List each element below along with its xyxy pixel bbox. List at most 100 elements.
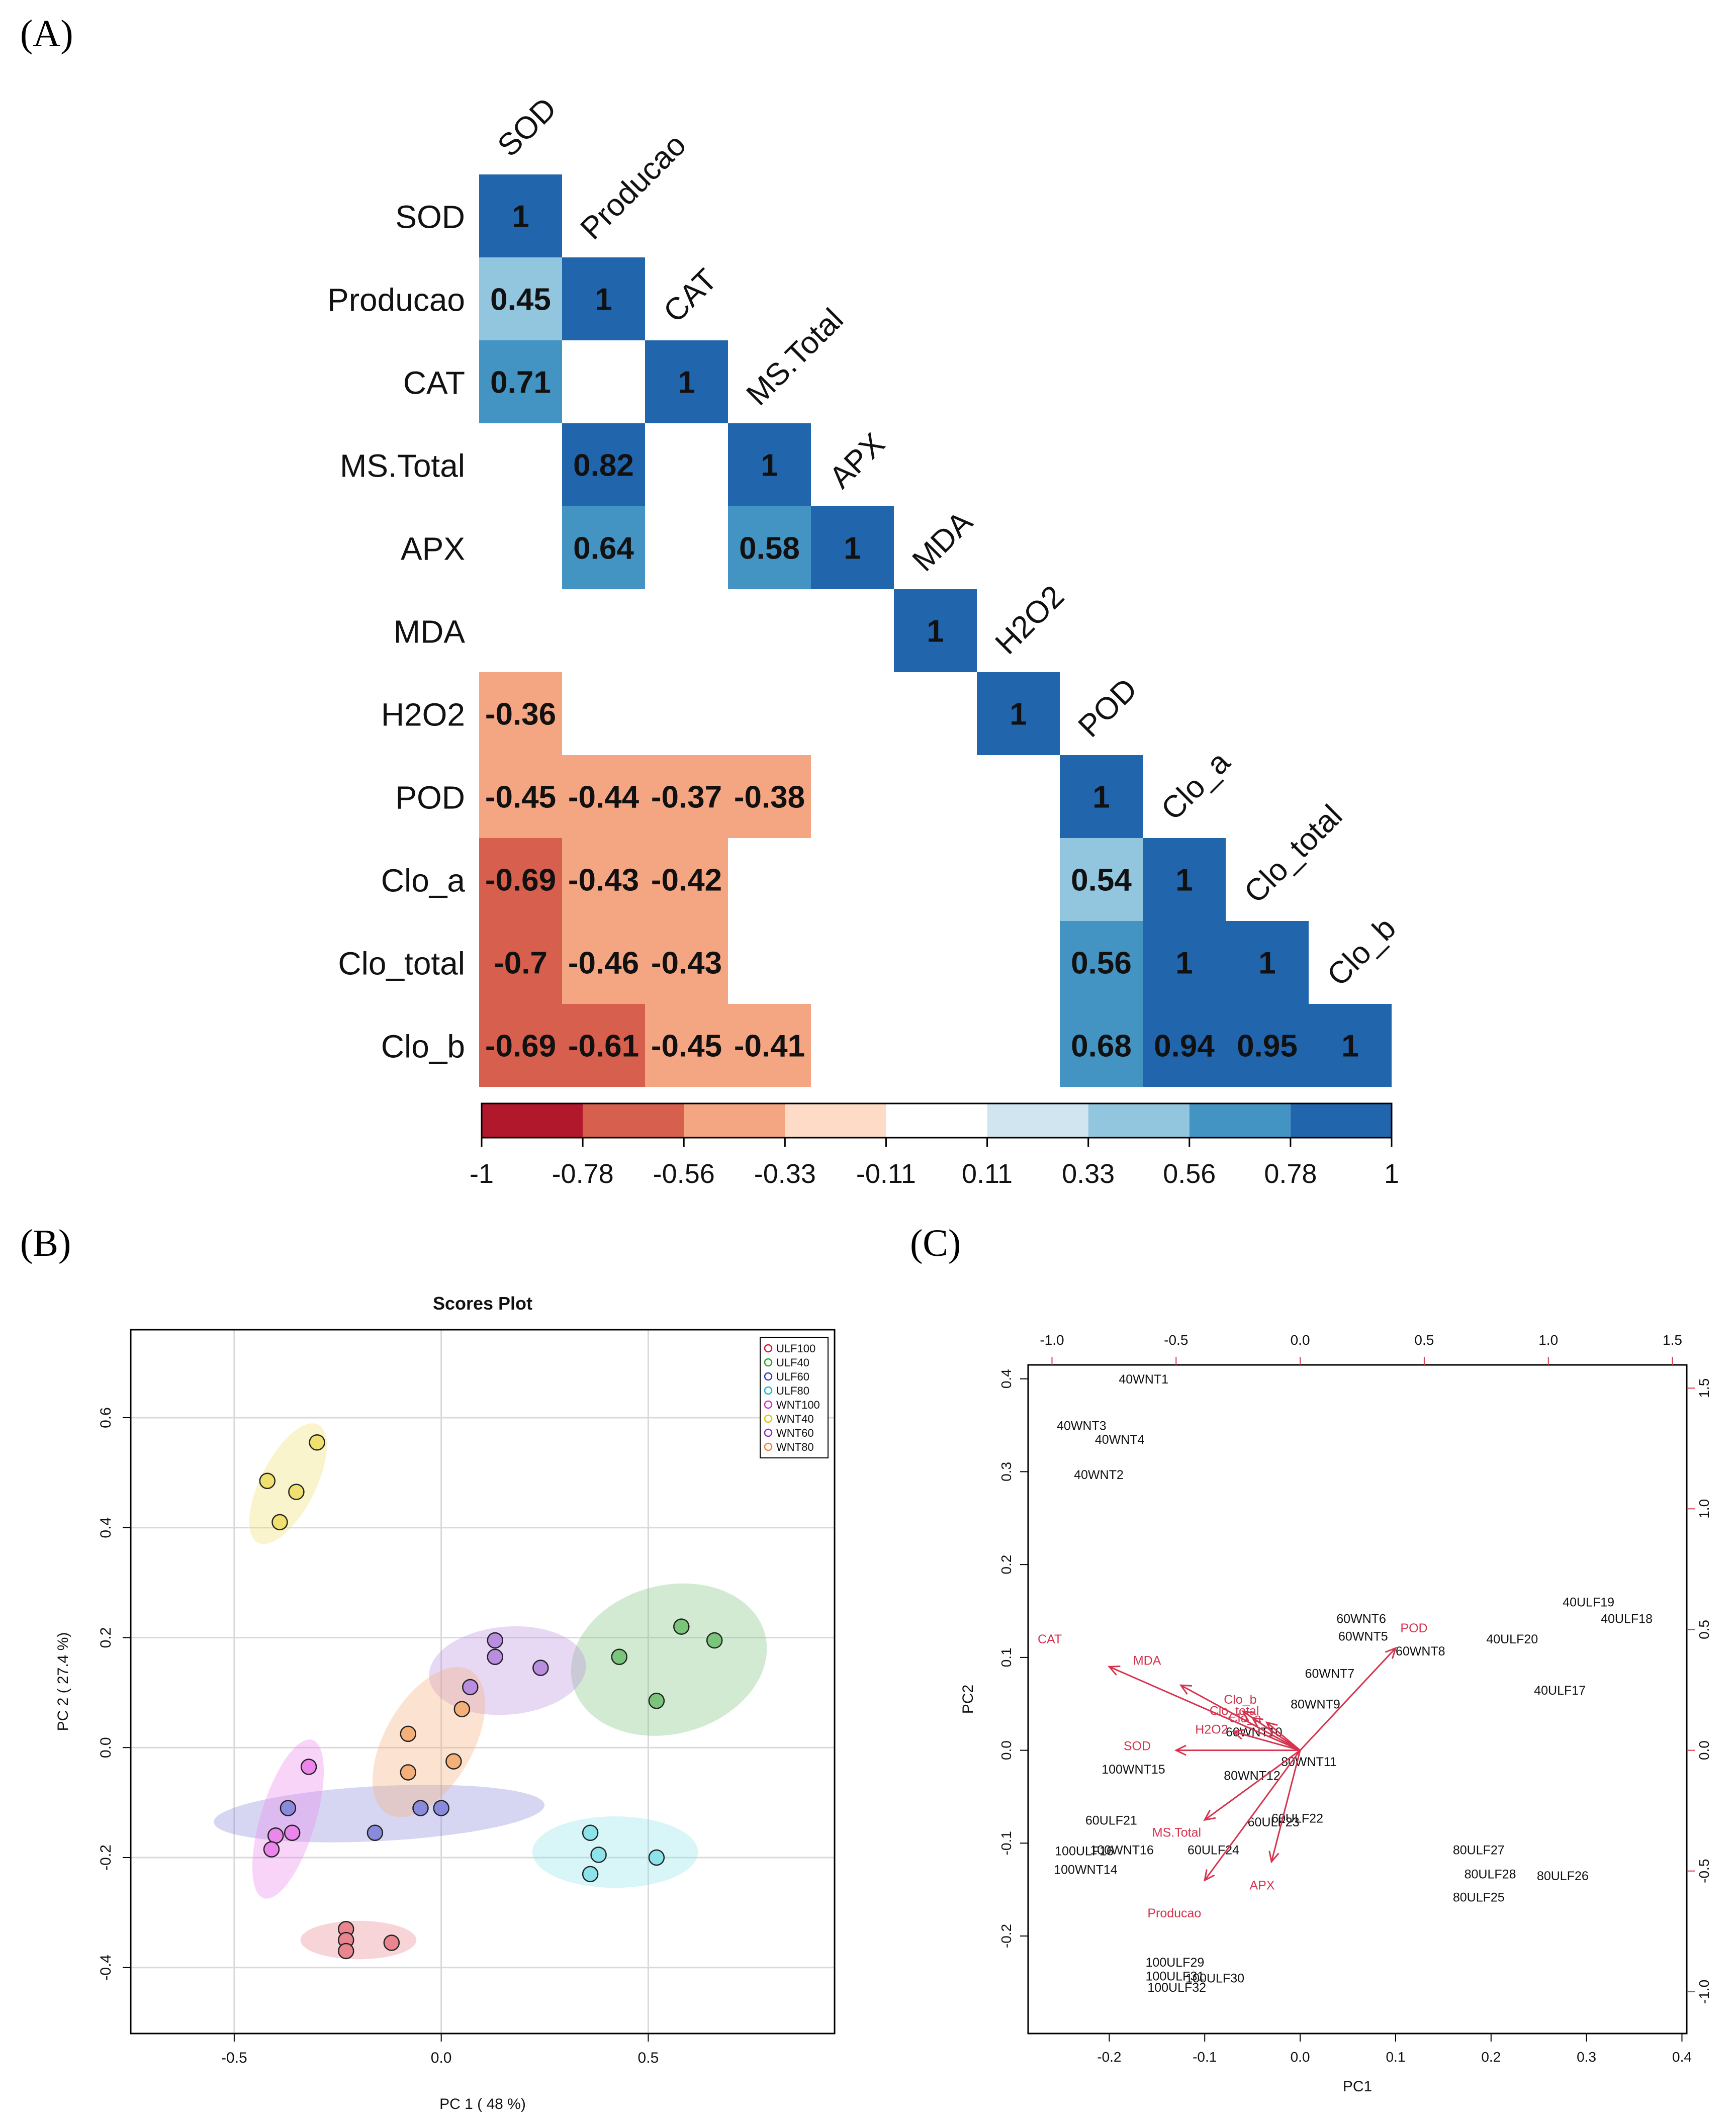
sample-label: 100WNT16 — [1090, 1843, 1153, 1857]
heatmap-cell-value: 1 — [1341, 1029, 1358, 1064]
row-label: Clo_total — [338, 946, 465, 982]
score-point — [487, 1632, 503, 1649]
colorbar-tick-label: -0.11 — [856, 1159, 916, 1189]
heatmap-cell-value: -0.46 — [568, 946, 639, 981]
sample-label: 60ULF23 — [1248, 1815, 1300, 1829]
top-tick-label: -0.5 — [1164, 1332, 1188, 1348]
heatmap-cell — [728, 423, 811, 506]
panel-label-c: (C) — [910, 1222, 961, 1264]
colorbar-segment — [785, 1103, 886, 1138]
heatmap-cell-value: 0.71 — [490, 365, 551, 400]
x-tick-label: 0.2 — [1481, 2049, 1501, 2065]
top-tick-label: 1.5 — [1663, 1332, 1682, 1348]
row-label: APX — [401, 531, 465, 567]
loading-arrowhead — [1265, 1721, 1278, 1733]
heatmap-cell — [562, 423, 645, 506]
top-tick-label: 1.0 — [1538, 1332, 1558, 1348]
top-tick-label: 0.5 — [1414, 1332, 1434, 1348]
score-point — [412, 1800, 429, 1816]
plot-frame — [1027, 1364, 1688, 2035]
sample-label: 80ULF27 — [1453, 1843, 1505, 1857]
score-point — [280, 1800, 297, 1816]
y-tick-label: 0.6 — [98, 1407, 114, 1428]
row-label: SOD — [395, 199, 465, 235]
sample-label: 40WNT1 — [1119, 1372, 1168, 1387]
loading-arrow — [1299, 1647, 1397, 1751]
sample-label: 60WNT6 — [1336, 1612, 1386, 1626]
score-point — [400, 1725, 417, 1742]
heatmap-cell-value: -0.43 — [651, 946, 722, 981]
heatmap-cell-value: 0.68 — [1071, 1029, 1132, 1064]
loading-label: SOD — [1124, 1739, 1151, 1754]
y-tick-label: 0.4 — [998, 1369, 1014, 1389]
heatmap-cell-value: 0.56 — [1071, 946, 1132, 981]
heatmap-cell-value: 0.94 — [1154, 1029, 1215, 1064]
heatmap-cell — [562, 755, 645, 838]
loading-label: CAT — [1038, 1632, 1062, 1646]
sample-label: 100ULF29 — [1146, 1956, 1205, 1970]
heatmap-cell — [645, 340, 728, 423]
loading-arrowhead — [1231, 1729, 1245, 1740]
loading-arrow — [1270, 1750, 1301, 1862]
sample-label: 40ULF20 — [1486, 1632, 1538, 1646]
sample-label: 100WNT14 — [1054, 1863, 1118, 1877]
sample-label: 40WNT3 — [1057, 1419, 1107, 1433]
legend-label: WNT40 — [776, 1413, 814, 1425]
heatmap-cell — [1060, 755, 1143, 838]
heatmap-cell-value: -0.7 — [494, 946, 547, 981]
heatmap-cell — [645, 838, 728, 921]
sample-label: 80WNT11 — [1281, 1755, 1337, 1769]
loading-label: Clo_b — [1224, 1693, 1256, 1707]
heatmap-cell — [645, 921, 728, 1004]
group-ellipse — [249, 1423, 327, 1544]
heatmap-cell — [728, 755, 811, 838]
heatmap-cell-value: 1 — [761, 448, 778, 483]
legend-marker — [764, 1400, 773, 1409]
colorbar-segment — [583, 1103, 684, 1138]
loading-arrowhead — [1108, 1666, 1121, 1676]
heatmap-cell — [728, 506, 811, 589]
heatmap-cell — [645, 1004, 728, 1087]
heatmap-cell — [562, 1004, 645, 1087]
y-tick-label: 0.0 — [998, 1740, 1014, 1760]
y-tick-label: 0.0 — [98, 1737, 114, 1758]
legend-label: WNT60 — [776, 1427, 814, 1439]
x-tick-label: 0.4 — [1672, 2049, 1692, 2065]
sample-label: 40ULF18 — [1601, 1612, 1653, 1626]
top-tick-label: -1.0 — [1040, 1332, 1064, 1348]
colorbar-tick-label: 0.33 — [1062, 1159, 1115, 1189]
loading-arrowhead — [1203, 1810, 1216, 1821]
legend-marker — [764, 1428, 773, 1437]
heatmap-cell — [562, 506, 645, 589]
legend-label: ULF60 — [776, 1370, 809, 1383]
legend-label: ULF100 — [776, 1342, 815, 1355]
legend-marker — [764, 1386, 773, 1395]
heatmap-cell-value: 0.64 — [573, 531, 634, 566]
loading-label: Clo_a — [1229, 1711, 1261, 1725]
loading-arrowhead — [1241, 1710, 1254, 1721]
score-point — [590, 1847, 607, 1863]
sample-label: 100ULF16 — [1055, 1844, 1114, 1858]
heatmap-cell — [728, 1004, 811, 1087]
x-tick-label: 0.5 — [638, 2050, 659, 2066]
loading-arrowhead — [1204, 1869, 1215, 1882]
y-tick-label: 0.3 — [998, 1462, 1014, 1482]
colorbar-tick-label: -0.33 — [754, 1159, 816, 1189]
heatmap-cell-value: -0.36 — [485, 697, 556, 732]
heatmap-cell-value: 1 — [1175, 863, 1193, 898]
sample-label: 100ULF30 — [1185, 1971, 1244, 1985]
heatmap-cell-value: -0.41 — [734, 1029, 805, 1064]
score-point — [284, 1824, 301, 1841]
score-point — [611, 1648, 628, 1666]
x-tick-label: 0.1 — [1386, 2049, 1405, 2065]
colorbar-segment — [482, 1103, 583, 1138]
loading-arrowhead — [1174, 1744, 1186, 1756]
loading-label: POD — [1400, 1621, 1427, 1635]
heatmap-cell-value: 1 — [927, 614, 944, 649]
sample-label: 100WNT15 — [1102, 1763, 1165, 1777]
score-point — [337, 1943, 354, 1960]
colorbar-segment — [684, 1103, 785, 1138]
plot-frame — [130, 1329, 836, 2035]
legend-marker — [764, 1358, 773, 1367]
